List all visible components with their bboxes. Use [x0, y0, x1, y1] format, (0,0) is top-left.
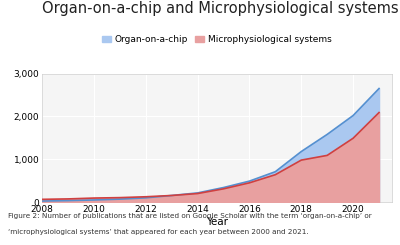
Text: ‘microphysiological systems’ that appeared for each year between 2000 and 2021.: ‘microphysiological systems’ that appear… — [8, 229, 309, 235]
Legend: Organ-on-a-chip, Microphysiological systems: Organ-on-a-chip, Microphysiological syst… — [98, 32, 336, 48]
X-axis label: Year: Year — [206, 217, 228, 227]
Text: Figure 2: Number of publications that are listed on Google Scholar with the term: Figure 2: Number of publications that ar… — [8, 213, 372, 219]
Text: Organ-on-a-chip and Microphysiological systems: Organ-on-a-chip and Microphysiological s… — [42, 1, 399, 16]
